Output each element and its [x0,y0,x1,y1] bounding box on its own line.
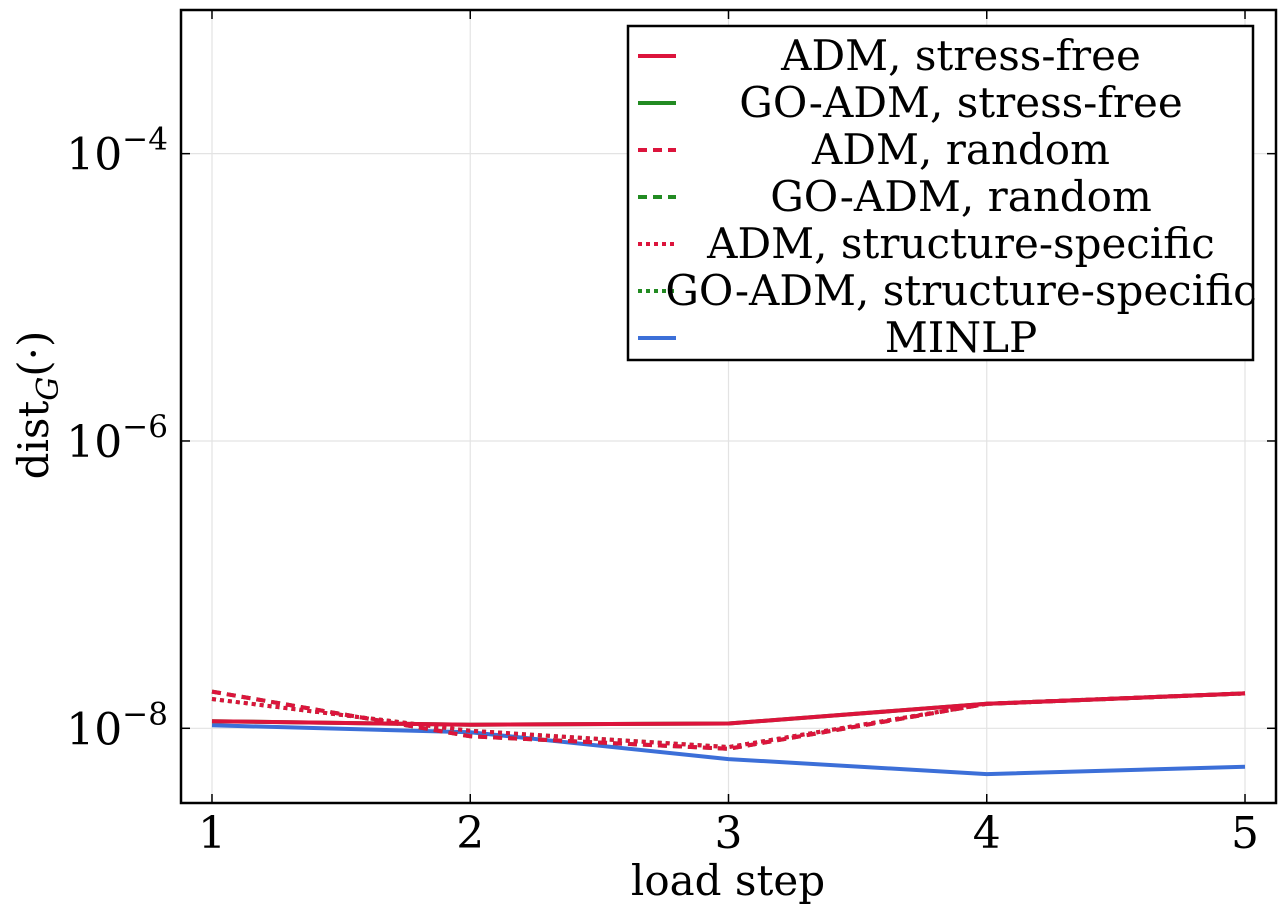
x-tick-label: 1 [198,808,226,859]
y-axis-title: distG(·) [9,331,66,480]
x-tick-label: 4 [973,808,1001,859]
legend-box [626,24,1255,362]
x-tick-label: 3 [715,808,743,859]
legend-label: GO-ADM, random [770,172,1152,221]
axis-ticks: 1 2 3 4 5 10−8 10−6 10−4 [66,10,1276,859]
svg-text:distG(·): distG(·) [9,331,66,480]
legend-label: ADM, stress-free [780,31,1141,80]
legend-label: ADM, structure-specific [706,219,1215,268]
x-axis-title: load step [631,856,825,905]
y-axis-title-suffix: (·) [9,331,58,377]
legend-label: GO-ADM, structure-specific [665,266,1256,315]
series-line [211,691,1246,750]
y-axis-title-main: dist [9,401,58,480]
y-tick-label: 10−4 [66,122,168,181]
legend-label: ADM, random [811,125,1110,174]
series-lines [211,689,1246,777]
y-tick-label: 10−8 [66,696,168,755]
y-axis-title-subscript: G [31,377,66,401]
x-tick-label: 5 [1231,808,1259,859]
legend-label: GO-ADM, stress-free [739,78,1182,127]
y-tick-label: 10−6 [66,409,168,468]
legend-label: MINLP [885,313,1038,362]
series-line [211,723,1246,777]
x-tick-label: 2 [456,808,484,859]
